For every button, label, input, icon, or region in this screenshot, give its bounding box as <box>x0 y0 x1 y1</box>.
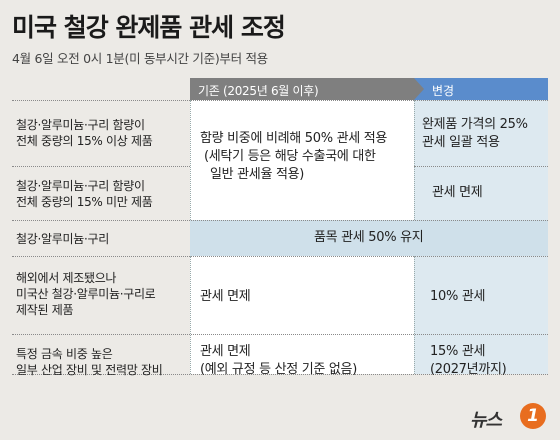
header-previous: 기존 (2025년 6월 이후) <box>190 78 414 100</box>
changed-value: 관세 면제 <box>432 185 483 200</box>
column-divider <box>190 256 191 374</box>
row-divider <box>12 374 548 375</box>
row-label: 철강·알루미늄·구리 함량이 전체 중량의 15% 이상 제품 <box>16 118 153 148</box>
row-label: 철강·알루미늄·구리 <box>16 232 109 246</box>
previous-value: 관세 면제 <box>200 289 251 304</box>
logo-text: 뉴스 <box>470 410 502 431</box>
row-divider <box>414 166 548 167</box>
page-title: 미국 철강 완제품 관세 조정 <box>12 13 286 42</box>
row-divider <box>12 220 548 221</box>
changed-value: 완제품 가격의 25% 관세 일괄 적용 <box>422 117 528 150</box>
merged-value: 품목 관세 50% 유지 <box>314 230 424 245</box>
column-divider <box>414 256 415 374</box>
row-divider <box>12 334 548 335</box>
row-divider <box>12 256 548 257</box>
column-divider <box>414 100 415 220</box>
changed-value: 15% 관세 (2027년까지) <box>430 344 507 377</box>
row-label: 해외에서 제조됐으나 미국산 철강·알루미늄·구리로 제작된 제품 <box>16 271 156 317</box>
previous-value-shared: 함량 비중에 비례해 50% 관세 적용 (세탁기 등은 해당 수출국에 대한 … <box>200 131 388 182</box>
row-divider <box>12 100 548 101</box>
column-divider <box>190 100 191 220</box>
logo-badge-icon: 1 <box>520 403 546 429</box>
page-subtitle: 4월 6일 오전 0시 1분(미 동부시간 기준)부터 적용 <box>12 51 268 66</box>
row-divider <box>12 166 190 167</box>
row-label: 특정 금속 비중 높은 일부 산업 장비 및 전력망 장비 <box>16 347 163 377</box>
changed-value: 10% 관세 <box>430 289 486 304</box>
header-arrow-icon <box>414 78 424 100</box>
row-label: 철강·알루미늄·구리 함량이 전체 중량의 15% 미만 제품 <box>16 179 153 209</box>
merged-cell-bg <box>190 220 548 256</box>
previous-value: 관세 면제 (예외 규정 등 산정 기준 없음) <box>200 344 357 377</box>
news1-logo: 뉴스 1 <box>470 400 550 434</box>
header-changed: 변경 <box>414 78 548 100</box>
